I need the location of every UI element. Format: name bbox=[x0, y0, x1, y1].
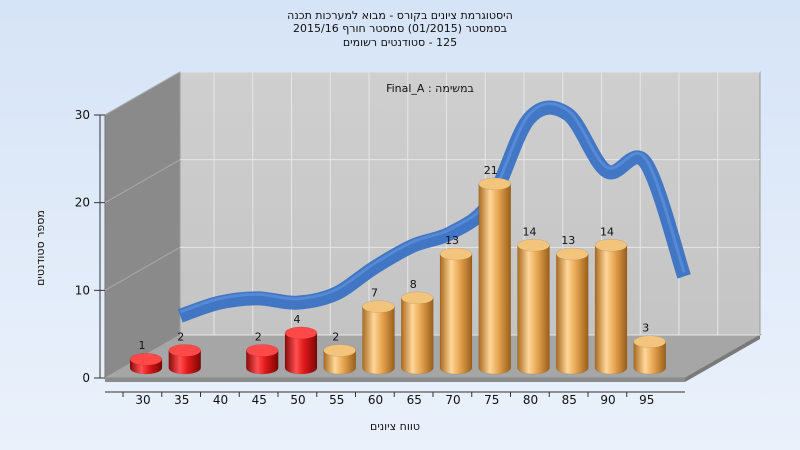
bar-top bbox=[556, 247, 589, 261]
bar-85 bbox=[556, 247, 589, 375]
bar-body bbox=[401, 297, 434, 375]
chart-left-wall bbox=[104, 71, 181, 379]
chart-floor-side-edge bbox=[685, 335, 760, 382]
bar-60 bbox=[362, 300, 395, 375]
bar-top bbox=[362, 300, 395, 313]
bar-value-label: 13 bbox=[445, 234, 459, 247]
x-axis-label: טווח ציונים bbox=[370, 420, 420, 433]
x-tick-label: 95 bbox=[639, 393, 654, 407]
bar-value-label: 14 bbox=[523, 225, 537, 238]
bar-top bbox=[323, 344, 356, 357]
x-tick-label: 40 bbox=[213, 393, 228, 407]
bar-body bbox=[556, 253, 589, 375]
chart-annotation: במשימה : Final_A bbox=[386, 82, 474, 95]
distribution-curve-ribbon bbox=[178, 100, 691, 323]
x-tick-label: 55 bbox=[329, 393, 344, 407]
bar-body bbox=[323, 350, 356, 375]
x-tick-label: 70 bbox=[445, 393, 460, 407]
bar-value-label: 2 bbox=[255, 330, 262, 343]
y-axis-label: מספר סטודנטים bbox=[34, 210, 47, 286]
gridline-h-wall bbox=[104, 71, 181, 116]
bar-value-label: 2 bbox=[332, 330, 339, 343]
bar-45 bbox=[246, 344, 279, 375]
x-tick-label: 80 bbox=[523, 393, 538, 407]
x-tick-label: 50 bbox=[290, 393, 305, 407]
bar-body bbox=[594, 245, 628, 375]
y-axis: 0 10 20 30 bbox=[75, 108, 105, 385]
bar-body bbox=[246, 350, 279, 375]
bar-body bbox=[362, 306, 395, 375]
chart-floor-front-edge bbox=[105, 378, 685, 382]
bar-value-label: 1 bbox=[139, 339, 146, 352]
y-tick-label: 20 bbox=[75, 196, 90, 210]
y-tick-label: 10 bbox=[75, 283, 90, 297]
bar-body bbox=[478, 183, 511, 375]
bar-70 bbox=[439, 247, 473, 375]
x-tick-label: 60 bbox=[368, 393, 383, 407]
bar-65 bbox=[401, 291, 434, 375]
bar-value-label: 4 bbox=[294, 313, 301, 326]
y-tick-label: 0 bbox=[82, 371, 90, 385]
bar-30 bbox=[129, 352, 163, 375]
bar-35 bbox=[168, 344, 201, 375]
chart-title-line-3: 125 - סטודנטים רשומים bbox=[342, 36, 458, 49]
distribution-curve-highlight bbox=[179, 102, 686, 314]
bar-value-label: 2 bbox=[177, 330, 184, 343]
bar-95 bbox=[633, 335, 666, 375]
bar-value-label: 7 bbox=[371, 287, 378, 300]
x-tick-label: 75 bbox=[484, 393, 499, 407]
bar-series bbox=[129, 177, 666, 375]
bar-value-label: 3 bbox=[642, 322, 649, 335]
bar-body bbox=[439, 253, 473, 375]
bar-body bbox=[168, 350, 201, 375]
x-tick-label: 85 bbox=[562, 393, 577, 407]
chart-title-line-1: היסטוגרמת ציונים בקורס - מבוא למערכות תכ… bbox=[287, 9, 513, 22]
distribution-curve bbox=[178, 100, 691, 323]
x-axis: 30 35 40 45 50 55 60 65 70 75 80 85 90 95 bbox=[105, 391, 685, 407]
bar-value-label: 14 bbox=[600, 225, 614, 238]
y-tick-label: 30 bbox=[75, 108, 90, 122]
bar-value-label: 8 bbox=[410, 278, 417, 291]
bar-top bbox=[633, 335, 666, 348]
bar-90 bbox=[594, 239, 628, 375]
bar-80 bbox=[517, 239, 550, 375]
x-tick-label: 30 bbox=[135, 393, 150, 407]
bar-top bbox=[401, 291, 434, 305]
x-tick-label: 90 bbox=[600, 393, 615, 407]
bar-top bbox=[246, 344, 279, 357]
bar-body bbox=[517, 245, 550, 375]
bar-top bbox=[517, 239, 550, 252]
gridline-h-wall bbox=[104, 159, 181, 204]
bar-data-labels: 1 2 2 4 2 7 8 13 21 14 13 14 3 bbox=[139, 164, 650, 352]
x-tick-label: 35 bbox=[174, 393, 189, 407]
bar-body bbox=[284, 332, 318, 375]
gridline-h-wall bbox=[104, 246, 181, 291]
x-tick-label: 45 bbox=[252, 393, 267, 407]
bar-body bbox=[633, 341, 666, 375]
bar-value-label: 21 bbox=[484, 164, 498, 177]
bar-75 bbox=[478, 177, 511, 375]
chart-title-line-2: בסמסטר (01/2015) סמסטר חורף 2015/16 bbox=[293, 22, 507, 35]
x-tick-label: 65 bbox=[407, 393, 422, 407]
bar-55 bbox=[323, 344, 356, 375]
chart-gridlines bbox=[104, 71, 760, 379]
bar-value-label: 13 bbox=[561, 234, 575, 247]
bar-50 bbox=[284, 326, 318, 375]
bar-top bbox=[284, 326, 318, 340]
bar-top bbox=[594, 239, 628, 252]
bar-top bbox=[478, 177, 511, 191]
bar-top bbox=[439, 247, 473, 261]
bar-top bbox=[168, 344, 201, 357]
bar-top bbox=[129, 352, 163, 366]
